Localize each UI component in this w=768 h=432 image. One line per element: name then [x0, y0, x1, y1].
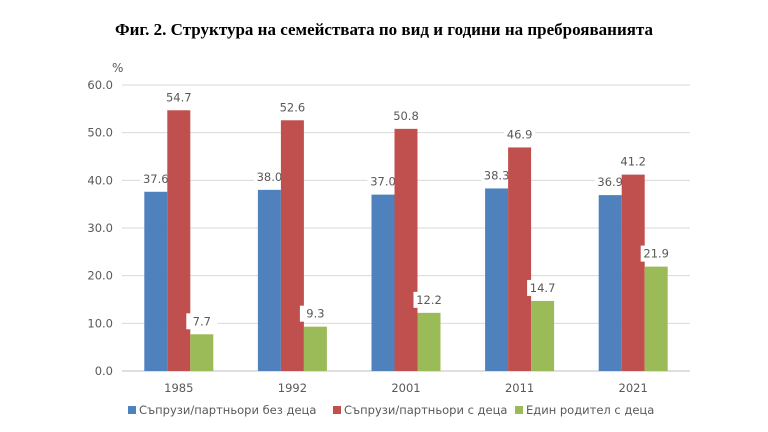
bar [598, 195, 622, 371]
data-label-bg [276, 99, 308, 116]
data-label: 12.2 [416, 293, 442, 307]
bar [531, 300, 555, 371]
data-label: 46.9 [507, 127, 533, 141]
x-tick-label: 2021 [619, 381, 648, 395]
legend-label: Съпрузи/партньори без деца [139, 403, 316, 417]
legend-label: Един родител с деца [526, 403, 654, 417]
data-label: 7.7 [193, 314, 211, 328]
bar [280, 120, 304, 371]
data-label-bg [163, 89, 195, 106]
data-label: 38.3 [484, 168, 510, 182]
data-label-bg [367, 173, 399, 190]
data-label: 41.2 [620, 155, 646, 169]
data-label: 50.8 [393, 109, 419, 123]
data-label: 38.0 [257, 170, 283, 184]
data-label: 9.3 [306, 307, 324, 321]
data-label: 52.6 [280, 100, 306, 114]
bar [257, 189, 281, 371]
data-label: 54.7 [166, 90, 192, 104]
data-label-bg [253, 168, 285, 185]
bar [485, 188, 509, 371]
x-tick-label: 2011 [505, 381, 534, 395]
bar [644, 266, 668, 371]
bar [417, 312, 441, 371]
chart-title: Фиг. 2. Структура на семействата по вид … [114, 20, 654, 39]
data-label-bg [299, 305, 331, 322]
legend-swatch [515, 406, 523, 414]
data-label-bg [140, 170, 172, 187]
bar [621, 174, 645, 371]
data-label: 36.9 [597, 175, 623, 189]
bar [508, 147, 532, 371]
data-label: 37.0 [370, 175, 396, 189]
data-label: 37.6 [143, 172, 169, 186]
y-tick-label: 30.0 [87, 221, 113, 235]
data-label-bg [504, 126, 536, 143]
legend-swatch [128, 406, 136, 414]
y-tick-label: 50.0 [87, 126, 113, 140]
data-label-bg [640, 245, 672, 262]
bar [190, 334, 214, 371]
data-label-bg [527, 279, 559, 296]
x-tick-label: 2001 [391, 381, 420, 395]
bar [394, 128, 418, 371]
data-label: 21.9 [643, 247, 669, 261]
bar [303, 326, 327, 371]
y-tick-label: 10.0 [87, 316, 113, 330]
y-axis-label: % [112, 61, 123, 75]
y-tick-label: 20.0 [87, 269, 113, 283]
data-label-bg [481, 167, 513, 184]
bar [371, 194, 395, 371]
y-tick-label: 60.0 [87, 78, 113, 92]
data-label-bg [617, 153, 649, 170]
data-label-bg [390, 107, 422, 124]
data-label: 14.7 [530, 281, 556, 295]
data-label-bg [594, 174, 626, 191]
x-tick-label: 1992 [278, 381, 307, 395]
data-label-bg [186, 313, 218, 330]
legend-label: Съпрузи/партньори с деца [344, 403, 507, 417]
y-tick-label: 40.0 [87, 173, 113, 187]
bar [144, 191, 168, 371]
y-tick-label: 0.0 [95, 364, 113, 378]
data-label-bg [413, 291, 445, 308]
bar [167, 110, 191, 371]
legend-swatch [333, 406, 341, 414]
x-tick-label: 1985 [164, 381, 193, 395]
